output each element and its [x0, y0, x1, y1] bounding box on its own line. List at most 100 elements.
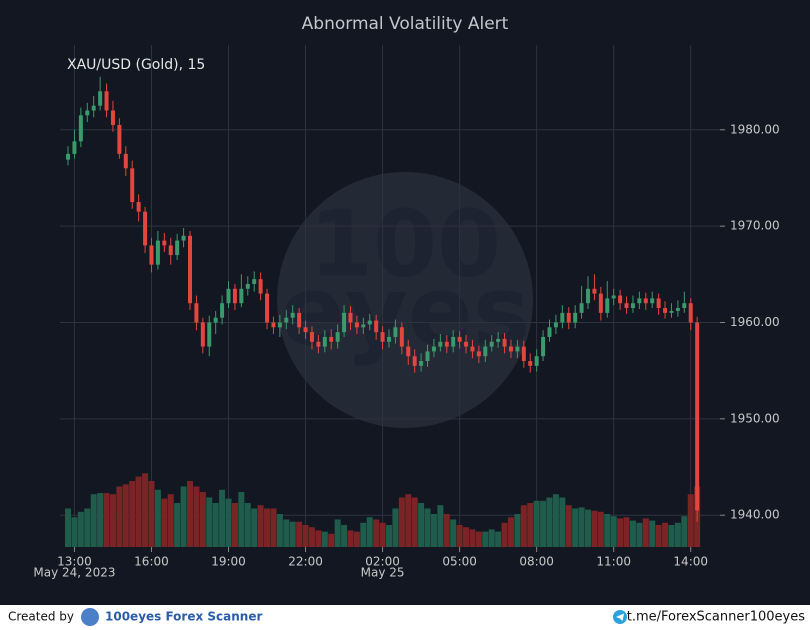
volume-bar	[328, 533, 335, 547]
candle-body	[162, 240, 167, 246]
volume-bar	[251, 508, 258, 547]
volume-bar	[591, 510, 598, 547]
candle-body	[232, 288, 237, 304]
candle-body	[393, 327, 398, 337]
volume-bar	[501, 522, 508, 547]
candle-body	[528, 361, 533, 366]
y-tick-label: 1950.00	[730, 411, 780, 425]
candle-body	[412, 356, 417, 366]
volume-bar	[219, 489, 226, 547]
volume-bar	[142, 473, 149, 547]
volume-bar	[578, 507, 585, 547]
volume-bar	[116, 486, 123, 547]
x-tick-label: 22:00	[288, 555, 323, 569]
candle-body	[675, 308, 680, 311]
candle-body	[464, 341, 469, 347]
volume-bar	[687, 494, 694, 547]
volume-bar	[662, 522, 669, 547]
candle-body	[598, 293, 603, 313]
candle-body	[682, 303, 687, 309]
x-tick-label: 11:00	[596, 555, 631, 569]
candle-body	[258, 279, 263, 294]
candle-body	[245, 283, 250, 289]
candle-body	[329, 336, 334, 342]
volume-bar	[257, 505, 264, 547]
x-tick-label: 19:00	[211, 555, 246, 569]
candle-body	[534, 356, 539, 366]
candle-body	[579, 303, 584, 313]
candle-body	[207, 322, 212, 347]
candle-body	[650, 298, 655, 304]
candle-body	[586, 288, 591, 304]
volume-bar	[610, 516, 617, 547]
candle-body	[316, 341, 321, 347]
volume-bar	[379, 522, 386, 547]
volume-bar	[392, 508, 399, 547]
footer-created-by: Created by	[8, 610, 74, 624]
volume-bar	[231, 503, 238, 547]
volume-bar	[244, 503, 251, 547]
volume-bar	[456, 525, 463, 547]
volume-bar	[135, 476, 142, 547]
candle-body	[438, 341, 443, 347]
candle-body	[663, 308, 668, 313]
volume-bar	[540, 500, 547, 547]
candle-body	[419, 361, 424, 366]
candle-body	[136, 202, 141, 212]
candle-body	[104, 91, 109, 111]
candle-body	[669, 310, 674, 313]
candle-body	[265, 293, 270, 323]
candle-body	[194, 303, 199, 323]
volume-bar	[475, 531, 482, 547]
volume-bar	[90, 494, 97, 547]
volume-bar	[186, 481, 193, 547]
candle-body	[85, 110, 90, 116]
volume-bar	[270, 508, 277, 547]
candle-body	[483, 346, 488, 357]
volume-bar	[308, 527, 315, 547]
volume-bar	[520, 505, 527, 547]
volume-bar	[212, 503, 219, 547]
candle-body	[367, 320, 372, 325]
volume-bar	[366, 517, 373, 547]
volume-bar	[174, 503, 181, 547]
candle-body	[688, 303, 693, 323]
candle-body	[155, 240, 160, 265]
candle-body	[457, 336, 462, 342]
candle-body	[348, 312, 353, 323]
volume-bar	[199, 492, 206, 547]
footer-link: t.me/ForexScanner100eyes	[627, 610, 805, 625]
candle-body	[496, 338, 501, 342]
x-sublabel: May 25	[361, 566, 405, 580]
volume-bar	[65, 508, 72, 547]
volume-bar	[668, 525, 675, 547]
candle-body	[502, 338, 507, 347]
volume-bar	[180, 486, 187, 547]
volume-bar	[674, 522, 681, 547]
volume-bar	[649, 520, 656, 547]
symbol-label: XAU/USD (Gold), 15	[67, 57, 205, 73]
candle-body	[98, 91, 103, 106]
candle-body	[387, 336, 392, 342]
volume-bar	[623, 517, 630, 547]
x-tick-label: 14:00	[673, 555, 708, 569]
volume-bar	[450, 519, 457, 547]
candle-body	[515, 346, 520, 352]
candle-body	[187, 235, 192, 304]
volume-bar	[565, 505, 572, 547]
x-sublabel: May 24, 2023	[33, 566, 115, 580]
candle-body	[72, 141, 77, 154]
volume-bar	[148, 481, 155, 547]
volume-bar	[315, 530, 322, 547]
candle-body	[91, 105, 96, 111]
volume-bar	[334, 519, 341, 547]
candle-body	[406, 346, 411, 357]
volume-bar	[572, 508, 579, 547]
volume-bar	[507, 517, 514, 547]
candle-body	[508, 346, 513, 352]
candle-body	[303, 327, 308, 333]
candle-body	[175, 240, 180, 256]
candle-body	[290, 312, 295, 318]
volume-bar	[482, 531, 489, 547]
